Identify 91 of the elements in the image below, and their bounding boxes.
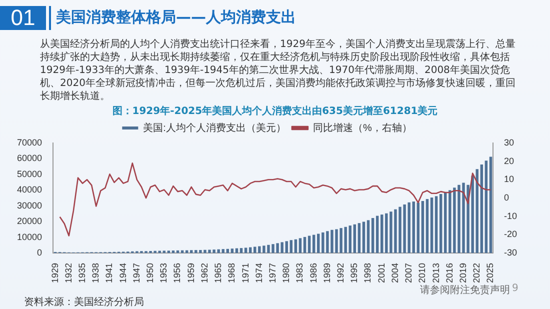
bar [312,234,316,253]
bar [434,196,438,253]
bar [222,249,224,253]
bar [226,248,230,253]
y-tick-label: 70000 [16,137,42,148]
text: 9 [512,283,518,294]
bar [412,202,415,253]
bar [308,236,311,253]
text: 资料来源：美国经济分析局 [24,296,144,309]
x-tick-label: 1980 [281,262,292,284]
x-tick-label: 1974 [254,262,264,284]
bar [430,198,434,253]
bar [444,192,447,253]
x-tick-label: 1947 [131,262,142,284]
x-tick-label: 1962 [199,262,210,284]
x-tick-label: 1941 [104,262,114,284]
x-tick-label: 1953 [158,262,169,284]
bar [484,160,488,253]
x-tick-label: 1932 [63,262,74,284]
x-tick-label: 1935 [76,262,87,284]
legend-label: 美国:人均个人消费支出（美元） [143,122,286,134]
text: 从美国经济分析局的人均个人消费支出统计口径来看，1929年至今，美国个人消费支出呈现震荡上行、总量持续扩张的大趋势，从未出现长期持续萎缩，仅在重大经济危机与特殊历史阶段出现阶段性收缩，具体包括1929年-1933年的大萧条、1939年-1945年的第二次世界大战、1970年代滞胀周期、2008年美国次贷危机、2020年全球新冠疫情冲击，但每一次危机过后，美国消费均能依托政策调控与市场修复快速回暖，重回长期增长轨道。 [40,38,516,103]
bar [371,218,374,253]
y-tick-label: 60000 [16,153,42,164]
bar [285,241,288,253]
x-tick-label: 1986 [308,262,318,284]
y2-tick-label: -30 [504,247,518,258]
bar [380,214,384,253]
x-tick-label: 1983 [294,262,305,284]
x-tick-label: 1992 [336,262,346,284]
x-tick-label: 2013 [430,262,441,284]
y2-tick-label: -20 [504,229,518,240]
bar [353,224,356,253]
bar [240,248,243,253]
x-tick-label: 1995 [349,262,360,284]
chart-title: 美国消费整体格局——人均消费支出 [56,8,296,27]
bar [439,194,442,253]
bar [190,250,193,253]
x-tick-label: 1956 [172,262,182,284]
x-tick-label: 2019 [458,262,468,284]
bar [290,240,293,253]
chart-subtitle: 图：1929年-2025年美国人均个人消费支出由635美元增至61281美元 [111,104,439,118]
bar [358,223,361,253]
bar [480,164,484,253]
y-tick-label: 50000 [16,168,42,179]
bar [254,246,256,253]
x-tick-label: 2022 [472,262,482,284]
x-tick-label: 1938 [90,262,101,284]
y-tick-label: 30000 [16,200,42,210]
x-tick-label: 2001 [376,262,386,284]
bar [317,234,320,253]
bar [421,201,424,253]
x-tick-label: 1965 [213,262,224,284]
bar [416,202,420,253]
x-tick-label: 1989 [322,262,332,284]
x-tick-label: 2025 [485,262,496,284]
legend-label: 同比增速（%，右轴） [312,122,412,134]
text: 请参阅附注免责声明 [420,284,510,297]
bar [376,216,379,253]
y-tick-label: 40000 [16,184,42,195]
y2-tick-label: 30 [504,137,514,148]
x-tick-label: 2007 [404,262,414,284]
bar [489,156,492,253]
bar [362,222,366,253]
x-tick-label: 1950 [145,262,156,284]
y2-tick-label: -10 [504,210,518,221]
x-tick-label: 2004 [390,262,400,284]
x-tick-label: 2010 [417,262,428,284]
bar [294,239,298,253]
y-tick-label: 20000 [16,216,42,226]
x-tick-label: 1959 [186,262,196,284]
bar [348,226,352,253]
bar [303,236,306,253]
bar [366,220,370,253]
y2-tick-label: 0 [504,192,510,202]
x-tick-label: 1968 [226,262,237,284]
bar [230,248,234,253]
x-tick-label: 1998 [362,262,373,284]
bar [426,199,429,253]
x-tick-label: 1977 [267,262,278,284]
x-tick-label: 1929 [50,262,60,284]
y-tick-label: 0 [37,247,42,258]
y-tick-label: 10000 [16,232,42,242]
text: 01 [0,5,46,30]
x-tick-label: 2016 [444,262,454,284]
y2-tick-label: 20 [504,156,514,166]
x-tick-label: 1944 [118,262,128,284]
x-tick-label: 1971 [240,262,250,284]
bar [244,248,248,253]
y2-tick-label: 10 [504,174,514,184]
bar [298,238,302,253]
